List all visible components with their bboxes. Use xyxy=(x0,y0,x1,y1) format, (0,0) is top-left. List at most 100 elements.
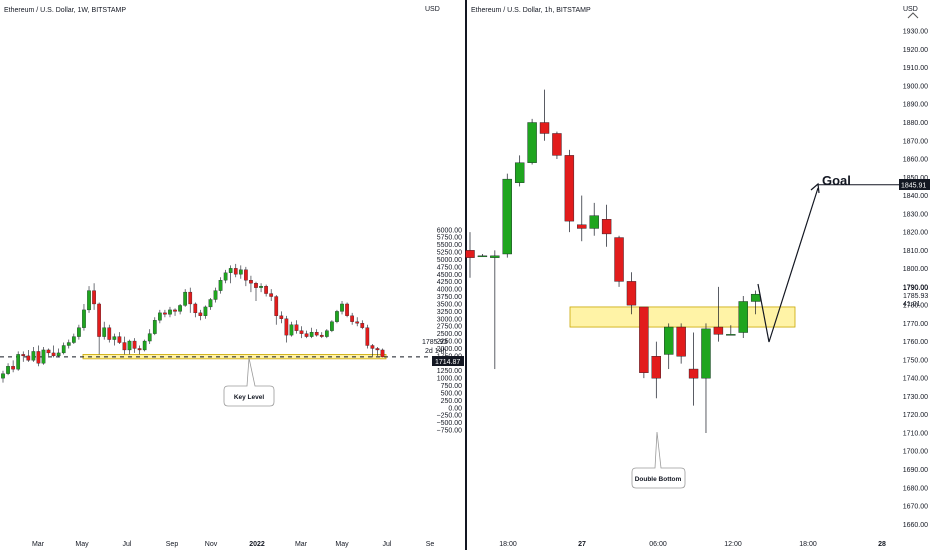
y-tick-label: 1810.00 xyxy=(903,248,928,255)
hourly-candle xyxy=(726,325,736,336)
weekly-y-axis: 6000.005750.005500.005250.005000.004750.… xyxy=(437,227,463,434)
hourly-candle xyxy=(688,332,699,406)
weekly-candle xyxy=(178,303,182,315)
weekly-candle xyxy=(314,329,319,337)
weekly-candle xyxy=(173,308,177,316)
candle-body xyxy=(193,303,198,314)
weekly-candle xyxy=(142,339,147,352)
weekly-candle xyxy=(218,277,223,294)
hourly-candle xyxy=(701,323,711,433)
candle-body xyxy=(244,269,248,281)
chevron-up-icon[interactable] xyxy=(907,12,919,19)
candle-body xyxy=(137,348,142,351)
weekly-candle xyxy=(324,329,329,339)
candle-body xyxy=(688,368,699,379)
candle-body xyxy=(112,336,117,340)
y-tick-label: 1900.00 xyxy=(903,83,928,90)
candle-body xyxy=(92,290,96,305)
weekly-candle xyxy=(102,321,107,340)
candle-body xyxy=(701,328,711,379)
hourly-candle xyxy=(502,173,512,258)
candle-body xyxy=(319,334,324,337)
candle-body xyxy=(117,336,122,343)
candle-body xyxy=(738,301,748,333)
hourly-y-axis: 1930.00 1920.00 1910.00 1900.00 1890.00 1880.… xyxy=(903,29,928,529)
weekly-candle xyxy=(365,324,370,349)
candle-body xyxy=(370,345,375,349)
weekly-candle xyxy=(127,339,132,355)
weekly-candle xyxy=(183,289,188,307)
hourly-candle xyxy=(552,131,562,160)
weekly-candle xyxy=(107,324,112,343)
y-tick-label: 1860.00 xyxy=(903,157,928,164)
candle-body xyxy=(614,237,624,282)
candle-body xyxy=(345,303,349,316)
candle-body xyxy=(97,303,101,337)
y-tick-label: 1910.00 xyxy=(903,65,928,72)
candle-body xyxy=(269,293,274,297)
weekly-candle xyxy=(355,317,360,327)
weekly-candle xyxy=(203,305,208,319)
weekly-candle xyxy=(370,344,375,358)
y-tick-label: 1870.00 xyxy=(903,138,928,145)
weekly-chart-panel: Ethereum / U.S. Dollar, 1W, BITSTAMP USD… xyxy=(0,6,464,548)
weekly-candle xyxy=(340,300,344,315)
candle-body xyxy=(279,315,284,319)
weekly-candle xyxy=(82,303,86,331)
candle-body xyxy=(82,309,86,328)
x-tick-label: Mar xyxy=(295,541,308,548)
y-tick-label: 4000.00 xyxy=(437,287,462,294)
y-tick-label: 1920.00 xyxy=(903,47,928,54)
hourly-candle xyxy=(614,235,624,287)
current-value-tag xyxy=(432,356,464,366)
candle-body xyxy=(233,268,238,275)
y-tick-label: 5000.00 xyxy=(437,257,462,264)
weekly-candle xyxy=(147,329,152,345)
y-tick-label: 1790.00 xyxy=(903,284,928,291)
y-tick-label: 6000.00 xyxy=(437,227,462,234)
candle-body xyxy=(713,326,724,335)
hourly-currency-label: USD xyxy=(903,6,918,13)
candle-body xyxy=(274,296,279,316)
candle-body xyxy=(16,354,21,370)
projection-path xyxy=(757,187,819,343)
weekly-candle xyxy=(1,370,5,383)
hourly-price-label-2: 1785.93 xyxy=(903,293,928,300)
hourly-candles xyxy=(465,89,761,433)
y-tick-label: 3250.00 xyxy=(437,309,462,316)
weekly-candle xyxy=(319,332,324,339)
y-tick-label: 2500.00 xyxy=(437,331,462,338)
weekly-candle xyxy=(228,265,233,284)
candle-body xyxy=(102,327,107,337)
candle-body xyxy=(355,321,360,324)
y-tick-label: 2750.00 xyxy=(437,324,462,331)
candle-body xyxy=(254,283,258,288)
weekly-candle xyxy=(31,346,36,362)
x-tick-label: Nov xyxy=(205,541,218,548)
hourly-candle xyxy=(738,295,748,339)
candle-body xyxy=(203,306,208,316)
y-tick-label: 1740.00 xyxy=(903,376,928,383)
candle-body xyxy=(122,342,127,351)
goal-value-text: 1845.91 xyxy=(901,183,926,190)
candle-body xyxy=(249,280,253,284)
weekly-candle xyxy=(274,295,279,325)
candle-body xyxy=(360,323,365,328)
weekly-candle xyxy=(345,302,349,318)
candle-body xyxy=(31,351,36,361)
candle-body xyxy=(127,340,132,351)
hourly-candle xyxy=(639,306,649,379)
weekly-x-axis: Mar May Jul Sep Nov 2022 Mar May Jul Se xyxy=(32,541,434,548)
hourly-candle xyxy=(490,250,500,370)
weekly-candle xyxy=(168,306,172,318)
candle-body xyxy=(651,356,661,379)
y-tick-label: 1840.00 xyxy=(903,193,928,200)
weekly-candle xyxy=(233,263,238,278)
weekly-candle xyxy=(117,332,122,345)
y-tick-label: −750.00 xyxy=(437,428,463,435)
y-tick-label: 5750.00 xyxy=(437,235,462,242)
candle-body xyxy=(539,122,550,134)
candle-body xyxy=(188,291,193,305)
y-tick-label: 1750.00 xyxy=(903,357,928,364)
